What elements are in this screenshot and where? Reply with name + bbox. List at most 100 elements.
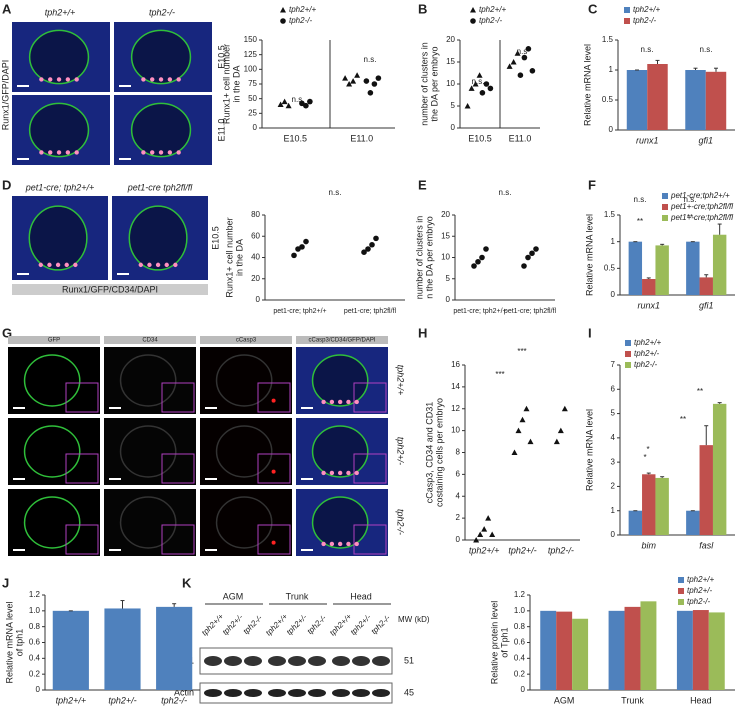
- point: [519, 416, 526, 423]
- group-label: Trunk: [286, 591, 309, 601]
- micrograph: [8, 489, 100, 556]
- cell: [38, 262, 43, 268]
- x-tick-label: runx1: [637, 300, 660, 310]
- point: [303, 102, 309, 109]
- inset: [353, 524, 387, 555]
- y-axis-label: Relative mRNA level: [582, 44, 592, 126]
- point: [527, 438, 534, 445]
- cell: [64, 262, 69, 268]
- aorta-outline: [119, 425, 177, 478]
- y-axis-label: Relative mRNA level: [584, 214, 594, 296]
- legend-swatch: [678, 588, 684, 594]
- legend-label: tph2-/-: [479, 16, 502, 25]
- annotation: *: [643, 453, 646, 462]
- inset: [65, 453, 99, 484]
- band: [352, 689, 370, 697]
- y-axis-label: n the DA per embryo: [424, 216, 434, 299]
- micrograph: [8, 347, 100, 414]
- panel-letter: A: [2, 1, 12, 16]
- y-axis-label: costaining cells per embryo: [434, 398, 444, 507]
- inset: [353, 382, 387, 413]
- row-label: tph2+/+: [396, 365, 406, 396]
- y-tick-label: 150: [244, 35, 258, 44]
- cell: [65, 150, 71, 155]
- row-label: E10.5: [216, 45, 226, 69]
- y-tick-label: 0.2: [29, 669, 41, 678]
- y-tick-label: 6: [456, 469, 461, 478]
- point: [529, 250, 535, 257]
- x-tick-label: Head: [690, 695, 712, 705]
- cell: [147, 262, 152, 268]
- panel-letter: G: [2, 325, 12, 340]
- y-tick-label: 20: [251, 274, 260, 283]
- y-tick-label: 0.5: [602, 95, 614, 104]
- cell: [321, 541, 326, 547]
- cell: [39, 150, 44, 155]
- point: [367, 90, 374, 96]
- y-tick-label: 5: [446, 274, 451, 283]
- legend-label: pet1+-cre;tph2fl/fl: [670, 202, 733, 211]
- y-tick-label: 8: [456, 448, 461, 457]
- micrograph: [104, 489, 196, 556]
- legend-swatch: [678, 599, 684, 605]
- point: [303, 238, 309, 245]
- point: [553, 438, 560, 445]
- band: [244, 656, 262, 666]
- aorta-outline: [311, 354, 369, 407]
- cell: [329, 399, 335, 405]
- row-label: E11.0: [216, 119, 226, 142]
- aorta-outline: [215, 425, 273, 478]
- bar: [628, 241, 643, 295]
- point: [281, 98, 288, 105]
- point: [561, 405, 568, 412]
- cell: [329, 470, 335, 476]
- y-axis-label: Runx1+ cell number: [221, 44, 231, 124]
- point: [365, 246, 371, 252]
- cell: [321, 399, 326, 405]
- bar: [626, 70, 648, 130]
- stain-label: Runx1/GFP/DAPI: [0, 60, 10, 131]
- y-tick-label: 0.6: [29, 638, 41, 647]
- y-tick-label: 16: [451, 360, 460, 369]
- y-tick-label: 4: [456, 491, 461, 500]
- aorta-outline: [23, 425, 81, 478]
- y-tick-label: 1: [611, 237, 616, 246]
- bar: [712, 234, 727, 295]
- lane-label: tph2-/-: [305, 613, 328, 636]
- row-label: E10.5: [210, 226, 220, 250]
- y-tick-label: 40: [251, 253, 260, 262]
- bar: [104, 608, 141, 690]
- y-tick-label: 1.5: [604, 210, 616, 219]
- cell: [176, 77, 181, 82]
- y-axis-label: of tph1: [14, 629, 24, 657]
- blot: [199, 647, 393, 675]
- legend-swatch: [625, 351, 631, 357]
- bar: [655, 477, 669, 535]
- point: [285, 102, 292, 109]
- point: [471, 263, 477, 269]
- x-tick-label: E10.5: [468, 133, 492, 143]
- y-tick-label: 0: [451, 123, 456, 132]
- y-axis-label: Relative protein level: [489, 601, 499, 685]
- panel-letter: J: [2, 575, 9, 590]
- point: [354, 72, 361, 78]
- header-bar: [8, 336, 100, 344]
- y-tick-label: 15: [441, 231, 450, 240]
- point: [350, 78, 357, 84]
- panel-letter: B: [418, 1, 427, 16]
- y-tick-label: 14: [451, 382, 460, 391]
- y-tick-label: 6: [611, 384, 616, 393]
- cell: [48, 150, 53, 155]
- y-tick-label: 0.8: [29, 622, 41, 631]
- column-label: CD34: [142, 338, 158, 344]
- header-bar: [296, 336, 388, 344]
- cell: [65, 77, 71, 82]
- point: [361, 249, 367, 255]
- marker-label: 51: [404, 655, 414, 665]
- inset: [65, 524, 99, 555]
- y-tick-label: 1.0: [514, 606, 526, 615]
- x-tick-label: gfi1: [699, 300, 714, 310]
- bar: [699, 445, 713, 535]
- point: [479, 90, 486, 96]
- legend-swatch: [625, 340, 631, 346]
